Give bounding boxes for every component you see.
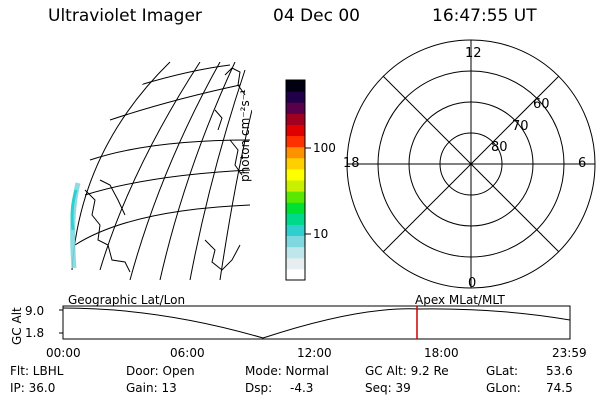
timeline-frame bbox=[62, 305, 571, 340]
glat-label: GLat: bbox=[486, 364, 519, 378]
colorbar-swatch bbox=[286, 80, 305, 92]
colorbar-swatch bbox=[286, 91, 305, 103]
mlt-label-0: 0 bbox=[468, 276, 477, 291]
seq-readout: Seq: 39 bbox=[365, 381, 411, 395]
gain-readout: Gain: 13 bbox=[126, 381, 177, 395]
instrument-title: Ultraviolet Imager bbox=[48, 6, 202, 26]
colorbar-label-10: 10 bbox=[313, 227, 329, 241]
observation-date: 04 Dec 00 bbox=[273, 6, 360, 26]
filter-readout: Flt: LBHL bbox=[10, 364, 64, 378]
lat-label-70: 70 bbox=[512, 119, 529, 134]
globe-limb bbox=[71, 61, 171, 271]
colorbar-swatch bbox=[286, 213, 305, 225]
colorbar-swatch bbox=[286, 235, 305, 248]
timeline-y-tick-1-8: 1.8 bbox=[25, 326, 45, 340]
gc-alt-readout: GC Alt: 9.2 Re bbox=[365, 364, 449, 378]
mlt-label-18: 18 bbox=[343, 156, 360, 171]
apex-label: Apex MLat/MLT bbox=[415, 293, 505, 307]
mode-readout: Mode: Normal bbox=[245, 364, 329, 378]
altitude-curve bbox=[62, 307, 571, 339]
colorbar-swatch bbox=[286, 224, 305, 237]
door-readout: Door: Open bbox=[126, 364, 195, 378]
colorbar-label-100: 100 bbox=[313, 141, 336, 155]
colorbar-swatch bbox=[286, 146, 305, 159]
colorbar-swatch bbox=[286, 124, 305, 137]
polar-plot bbox=[346, 39, 596, 289]
geographic-label: Geographic Lat/Lon bbox=[68, 293, 186, 307]
colorbar-title: photon cm⁻²s⁻¹ bbox=[238, 89, 252, 182]
timeline-x-tick-0600: 06:00 bbox=[170, 346, 205, 360]
timeline-x-tick-1800: 18:00 bbox=[424, 346, 459, 360]
glat-value: 53.6 bbox=[546, 364, 573, 378]
timeline-x-tick-1200: 12:00 bbox=[297, 346, 332, 360]
dsp-label: Dsp: bbox=[245, 381, 273, 395]
colorbar bbox=[285, 79, 306, 281]
colorbar-swatch bbox=[286, 157, 305, 170]
timeline-y-tick-9: 9.0 bbox=[25, 304, 45, 318]
colorbar-swatch bbox=[286, 180, 305, 192]
glon-value: 74.5 bbox=[546, 381, 573, 395]
globe-map bbox=[70, 61, 252, 280]
colorbar-frame bbox=[285, 79, 306, 281]
dsp-value: -4.3 bbox=[290, 381, 314, 395]
graticule-lines bbox=[74, 64, 251, 246]
colorbar-swatch bbox=[286, 246, 305, 259]
mlt-label-6: 6 bbox=[578, 156, 587, 171]
colorbar-swatch bbox=[286, 257, 305, 270]
colorbar-swatch bbox=[286, 113, 305, 125]
colorbar-swatch bbox=[286, 202, 305, 214]
mlt-label-12: 12 bbox=[465, 46, 482, 61]
timeline bbox=[59, 305, 571, 340]
observation-time: 16:47:55 UT bbox=[432, 6, 537, 26]
meridian-lines bbox=[99, 62, 252, 280]
timeline-y-title: GC Alt bbox=[10, 307, 24, 345]
colorbar-swatch bbox=[286, 191, 305, 203]
lat-label-80: 80 bbox=[491, 140, 508, 155]
colorbar-swatch bbox=[286, 268, 305, 281]
colorbar-swatch bbox=[286, 102, 305, 114]
coastline bbox=[84, 67, 246, 273]
timeline-x-tick-2359: 23:59 bbox=[552, 346, 587, 360]
timeline-x-tick-0000: 00:00 bbox=[46, 346, 81, 360]
colorbar-swatch bbox=[286, 135, 305, 148]
lat-label-60: 60 bbox=[533, 97, 550, 112]
colorbar-swatch bbox=[286, 168, 305, 181]
polar-diagonal-2 bbox=[382, 75, 560, 253]
ip-readout: IP: 36.0 bbox=[10, 381, 56, 395]
glon-label: GLon: bbox=[486, 381, 521, 395]
